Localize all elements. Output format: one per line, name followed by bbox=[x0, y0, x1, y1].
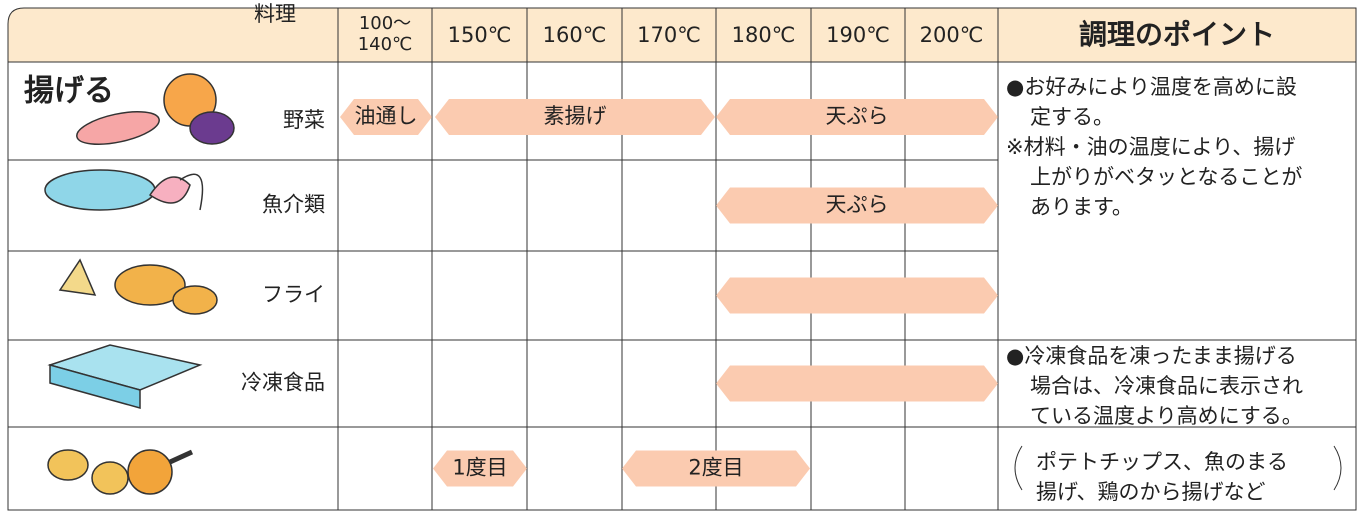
temp-arrow bbox=[716, 365, 998, 402]
temp-arrow bbox=[435, 99, 715, 135]
tip-text: ポテトチップス、魚のまる bbox=[1036, 450, 1288, 474]
tip-text: 定する。 bbox=[1030, 105, 1114, 129]
row-label: 冷凍食品 bbox=[241, 371, 325, 395]
tip-text: ●お好みにより温度を高めに設 bbox=[1006, 75, 1297, 99]
table-border bbox=[7, 7, 1357, 511]
row-label: 野菜 bbox=[283, 108, 325, 132]
section-label: 揚げる bbox=[24, 74, 114, 109]
temp-arrow bbox=[433, 450, 527, 487]
tip-text: 上がりがベタッとなることが bbox=[1030, 165, 1302, 189]
tip-text: ている温度より高めにする。 bbox=[1030, 404, 1303, 428]
temp-arrow bbox=[716, 277, 998, 314]
tip-text: 場合は、冷凍食品に表示され bbox=[1030, 374, 1303, 398]
tip-parens bbox=[1014, 445, 1342, 491]
arrow-label: 天ぷら bbox=[826, 104, 889, 128]
temp-arrow bbox=[716, 187, 998, 224]
tip-text: あります。 bbox=[1030, 195, 1133, 219]
header-temp: 200℃ bbox=[920, 23, 984, 47]
arrow-label: 油通し bbox=[355, 104, 418, 128]
header-temp: 140℃ bbox=[358, 34, 413, 55]
row-label: 料理 bbox=[254, 2, 296, 26]
tip-text: ●冷凍食品を凍ったまま揚げる bbox=[1006, 344, 1297, 368]
arrow-label: 天ぷら bbox=[826, 193, 889, 217]
temp-arrow bbox=[622, 450, 810, 487]
illustrations bbox=[44, 73, 235, 495]
row-label: フライ bbox=[262, 283, 325, 307]
tip-text: 揚げ、鶏のから揚げなど bbox=[1036, 480, 1266, 504]
body-bg bbox=[8, 62, 1356, 510]
header-temp: 170℃ bbox=[637, 23, 701, 47]
temp-arrow bbox=[340, 99, 432, 135]
header-temp: 150℃ bbox=[448, 23, 512, 47]
arrow-label: 素揚げ bbox=[544, 104, 607, 128]
tip-text: ※材料・油の温度により、揚げ bbox=[1006, 135, 1295, 159]
arrow-label: 1度目 bbox=[452, 456, 507, 480]
header-temp: 100〜 bbox=[359, 13, 411, 34]
header-temp: 190℃ bbox=[826, 23, 890, 47]
header-temp: 160℃ bbox=[543, 23, 607, 47]
grid bbox=[8, 8, 1356, 510]
header-temp: 180℃ bbox=[732, 23, 796, 47]
arrow-label: 2度目 bbox=[688, 456, 743, 480]
temp-arrow bbox=[716, 99, 998, 135]
row-label: 魚介類 bbox=[262, 193, 325, 217]
tips-title: 調理のポイント bbox=[1079, 18, 1275, 51]
